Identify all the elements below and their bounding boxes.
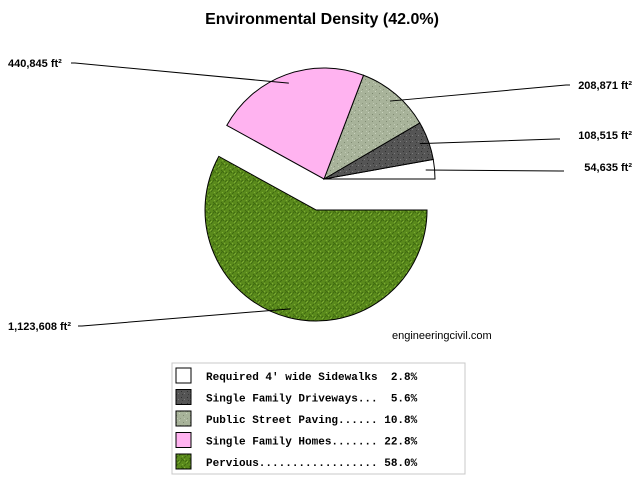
legend-swatch: [175, 453, 192, 470]
legend-swatch: [175, 367, 192, 384]
slice-value-label: 108,515 ft²: [578, 130, 632, 142]
callout-leader-line: [78, 308, 291, 327]
legend-swatch: [175, 410, 192, 427]
slice-value-label: 440,845 ft²: [8, 58, 62, 70]
callouts-layer: 54,635 ft² 108,515 ft² 208,871 ft² 440,845 …: [8, 58, 632, 333]
slice-value-label: 208,871 ft²: [578, 80, 632, 92]
legend-swatch: [175, 432, 192, 448]
slice-value-label: 1,123,608 ft²: [8, 321, 71, 333]
watermark: engineeringcivil.com: [392, 330, 492, 342]
legend-box: [171, 362, 466, 475]
chart-title: Environmental Density (42.0%): [205, 11, 439, 28]
legend-label: Public Street Paving...... 10.8%: [206, 415, 418, 427]
legend-label: Pervious.................. 58.0%: [206, 458, 418, 470]
slices-layer: [204, 67, 436, 322]
pie-slice: [323, 74, 421, 181]
callout-leader-line: [425, 169, 564, 172]
callout-leader-line: [389, 84, 570, 102]
slice-value-label: 54,635 ft²: [584, 162, 632, 174]
legend-label: Single Family Driveways... 5.6%: [206, 394, 418, 406]
pie-slice: [226, 67, 365, 180]
pie-slice: [204, 155, 428, 322]
callout-leader-line: [419, 138, 560, 145]
legend-items: Required 4' wide Sidewalks 2.8% Single Fa…: [175, 367, 418, 470]
legend: Required 4' wide Sidewalks 2.8% Single Fa…: [171, 362, 466, 475]
callout-leader-line: [71, 62, 289, 84]
legend-swatch: [175, 389, 192, 405]
legend-label: Required 4' wide Sidewalks 2.8%: [206, 372, 418, 384]
legend-label: Single Family Homes....... 22.8%: [206, 437, 418, 449]
